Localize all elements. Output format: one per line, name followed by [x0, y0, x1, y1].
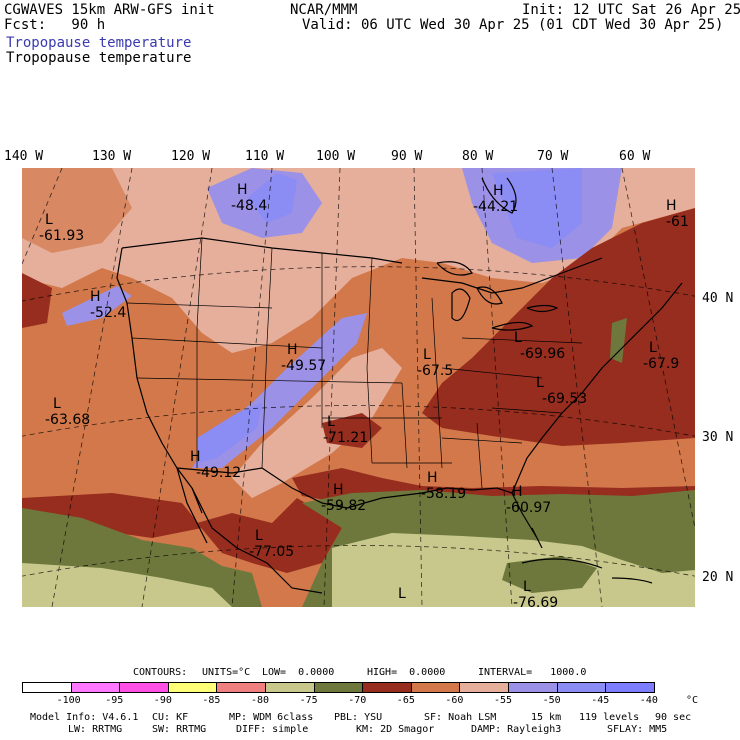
- lon-label: 110 W: [245, 149, 285, 164]
- lon-label: 60 W: [619, 149, 651, 164]
- high-pressure-marker: H -48.4: [231, 182, 268, 214]
- low-pressure-marker: L -61.93: [39, 212, 85, 244]
- grid-spacing: 15 km: [531, 712, 562, 723]
- colorbar-tick-label: -50: [542, 695, 561, 706]
- high-pressure-marker: H -61: [666, 198, 689, 230]
- forecast-hour: Fcst: 90 h: [4, 17, 106, 33]
- colorbar-swatch: [508, 682, 558, 693]
- lon-label: 90 W: [391, 149, 423, 164]
- field-name-blue: Tropopause temperature: [6, 35, 192, 51]
- colorbar-swatch: [313, 682, 364, 693]
- tropopause-temperature-map: [22, 168, 695, 607]
- low-pressure-marker: L -67.9: [643, 340, 680, 372]
- low-pressure-marker: L -77.05: [249, 528, 295, 560]
- sflay-scheme: SFLAY: MM5: [607, 724, 668, 735]
- colorbar-swatch: [459, 682, 509, 693]
- lon-label: 70 W: [537, 149, 569, 164]
- diff-scheme: DIFF: simple: [236, 724, 309, 735]
- lon-label: 120 W: [171, 149, 211, 164]
- high-pressure-marker: H -59.82: [321, 482, 367, 514]
- colorbar-tick-label: -55: [494, 695, 513, 706]
- colorbar-tick-label: -80: [251, 695, 270, 706]
- colorbar-unit: °C: [686, 695, 699, 706]
- colorbar-swatch: [265, 682, 315, 693]
- units-label: UNITS=°C: [202, 667, 251, 678]
- init-time: Init: 12 UTC Sat 26 Apr 25: [522, 2, 740, 18]
- low-pressure-marker: L -71.21: [323, 414, 369, 446]
- colorbar-tick-label: -85: [202, 695, 221, 706]
- colorbar-swatch: [70, 682, 121, 693]
- low-pressure-marker: L: [398, 586, 406, 602]
- interval-value: INTERVAL= 1000.0: [478, 667, 587, 678]
- colorbar-tick-label: -45: [591, 695, 610, 706]
- lon-label: 80 W: [462, 149, 494, 164]
- high-pressure-marker: H -44.21: [473, 183, 519, 215]
- sw-scheme: SW: RRTMG: [152, 724, 207, 735]
- lw-scheme: LW: RRTMG: [68, 724, 123, 735]
- colorbar-swatch: [362, 682, 412, 693]
- colorbar-swatch: [410, 682, 461, 693]
- model-title: CGWAVES 15km ARW-GFS init: [4, 2, 215, 18]
- lat-label: 20 N: [702, 570, 734, 585]
- low-pressure-marker: L -76.69: [513, 579, 559, 611]
- colorbar-tick-label: -70: [348, 695, 367, 706]
- contours-label: CONTOURS:: [133, 667, 188, 678]
- colorbar-swatch: [216, 682, 266, 693]
- high-pressure-marker: H -60.97: [506, 484, 552, 516]
- colorbar-swatch: [605, 682, 655, 693]
- low-pressure-marker: L -63.68: [45, 396, 91, 428]
- low-pressure-marker: L -67.5: [417, 347, 454, 379]
- lon-label: 140 W: [4, 149, 44, 164]
- colorbar-swatch: [119, 682, 169, 693]
- lat-label: 30 N: [702, 430, 734, 445]
- low-pressure-marker: L -69.53: [536, 375, 588, 407]
- damp-scheme: DAMP: Rayleigh3: [471, 724, 562, 735]
- km-scheme: KM: 2D Smagor: [356, 724, 435, 735]
- lon-label: 130 W: [92, 149, 132, 164]
- high-value: HIGH= 0.0000: [367, 667, 446, 678]
- colorbar-tick-label: -40: [639, 695, 658, 706]
- colorbar-tick-label: -95: [105, 695, 124, 706]
- valid-time: Valid: 06 UTC Wed 30 Apr 25 (01 CDT Wed …: [302, 17, 724, 33]
- mp-scheme: MP: WDM 6class: [229, 712, 314, 723]
- vertical-levels: 119 levels: [579, 712, 640, 723]
- sf-scheme: SF: Noah LSM: [424, 712, 497, 723]
- high-pressure-marker: H -49.57: [281, 342, 327, 374]
- timestep: 90 sec: [655, 712, 692, 723]
- lon-label: 100 W: [316, 149, 356, 164]
- pbl-scheme: PBL: YSU: [334, 712, 383, 723]
- center-label: NCAR/MMM: [290, 2, 358, 18]
- high-pressure-marker: H -49.12: [190, 449, 242, 481]
- field-name: Tropopause temperature: [6, 50, 192, 66]
- low-value: LOW= 0.0000: [262, 667, 335, 678]
- colorbar-tick-label: -100: [56, 695, 81, 706]
- lat-label: 40 N: [702, 291, 734, 306]
- model-info: Model Info: V4.6.1: [30, 712, 139, 723]
- low-pressure-marker: L -69.96: [514, 330, 566, 362]
- colorbar-tick-label: -60: [445, 695, 464, 706]
- colorbar-tick-label: -75: [299, 695, 318, 706]
- high-pressure-marker: H -58.19: [421, 470, 467, 502]
- colorbar-swatch: [22, 682, 72, 693]
- cu-scheme: CU: KF: [152, 712, 189, 723]
- colorbar-tick-label: -65: [396, 695, 415, 706]
- colorbar-swatch: [167, 682, 218, 693]
- colorbar-tick-label: -90: [153, 695, 172, 706]
- colorbar-swatch: [556, 682, 607, 693]
- high-pressure-marker: H -52.4: [90, 289, 127, 321]
